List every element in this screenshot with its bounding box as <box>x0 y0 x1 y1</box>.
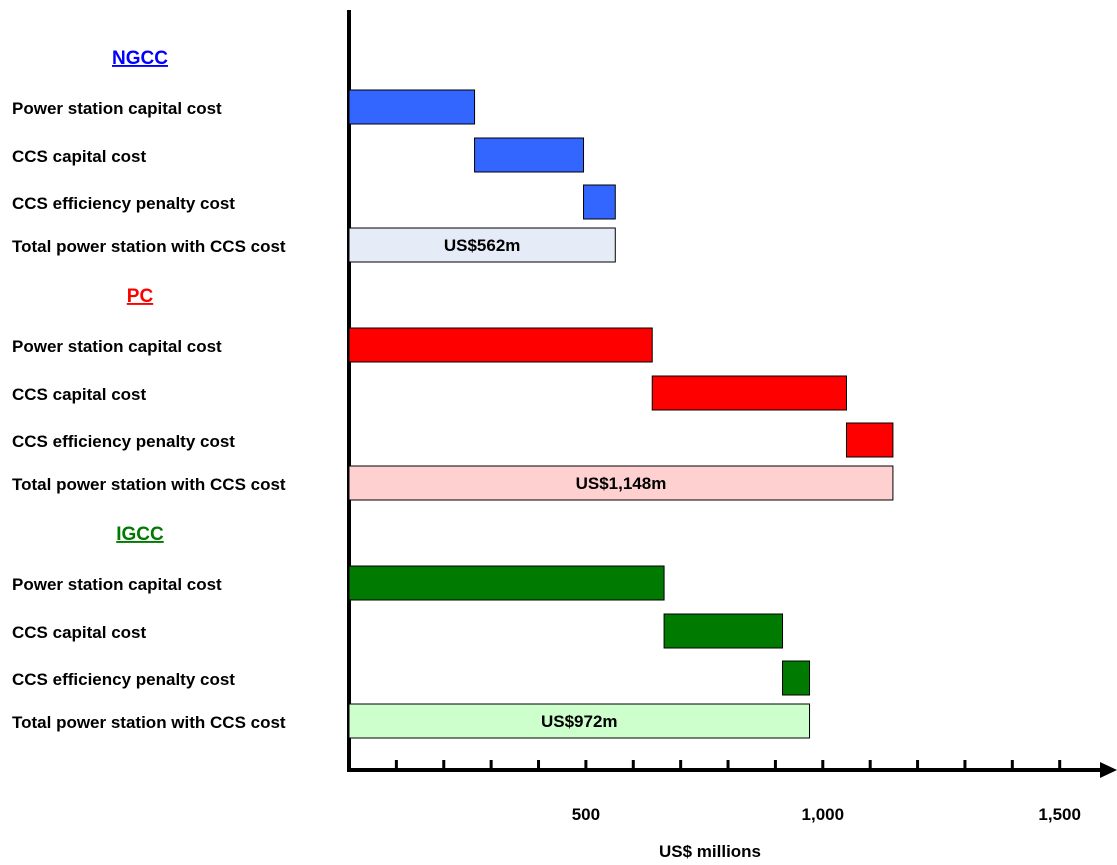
bar-total-ngcc <box>348 227 616 263</box>
bar-igcc-1 <box>663 613 784 649</box>
bar-ngcc-2 <box>583 184 616 220</box>
bar-igcc-0 <box>348 565 665 601</box>
category-label: CCS efficiency penalty cost <box>12 194 235 213</box>
x-tick-label: 1,500 <box>1038 805 1081 824</box>
bar-pc-0 <box>348 327 653 363</box>
x-axis-title: US$ millions <box>659 842 761 860</box>
bar-ngcc-1 <box>474 137 585 173</box>
category-label: Power station capital cost <box>12 337 222 356</box>
bar-total-pc <box>348 465 894 501</box>
x-axis-arrowhead <box>1100 762 1117 778</box>
category-label: CCS capital cost <box>12 385 146 404</box>
category-label: CCS capital cost <box>12 623 146 642</box>
category-label: Power station capital cost <box>12 99 222 118</box>
category-label: CCS efficiency penalty cost <box>12 670 235 689</box>
x-tick-label: 500 <box>572 805 600 824</box>
category-label: Power station capital cost <box>12 575 222 594</box>
data-label-total-pc: US$1,148m <box>576 474 667 493</box>
data-label-total-igcc: US$972m <box>541 712 618 731</box>
category-label: Total power station with CCS cost <box>12 713 286 732</box>
category-label: Total power station with CCS cost <box>12 475 286 494</box>
group-title-pc: PC <box>127 286 154 307</box>
category-label: Total power station with CCS cost <box>12 237 286 256</box>
bar-total-igcc <box>348 703 811 739</box>
bar-pc-2 <box>845 422 894 458</box>
category-label: CCS efficiency penalty cost <box>12 432 235 451</box>
bar-igcc-2 <box>782 660 811 696</box>
data-label-total-ngcc: US$562m <box>444 236 521 255</box>
x-tick-label: 1,000 <box>802 805 845 824</box>
group-title-igcc: IGCC <box>116 524 164 545</box>
category-label: CCS capital cost <box>12 147 146 166</box>
bar-ngcc-0 <box>348 89 476 125</box>
bar-pc-1 <box>651 375 847 411</box>
group-title-ngcc: NGCC <box>112 48 168 69</box>
